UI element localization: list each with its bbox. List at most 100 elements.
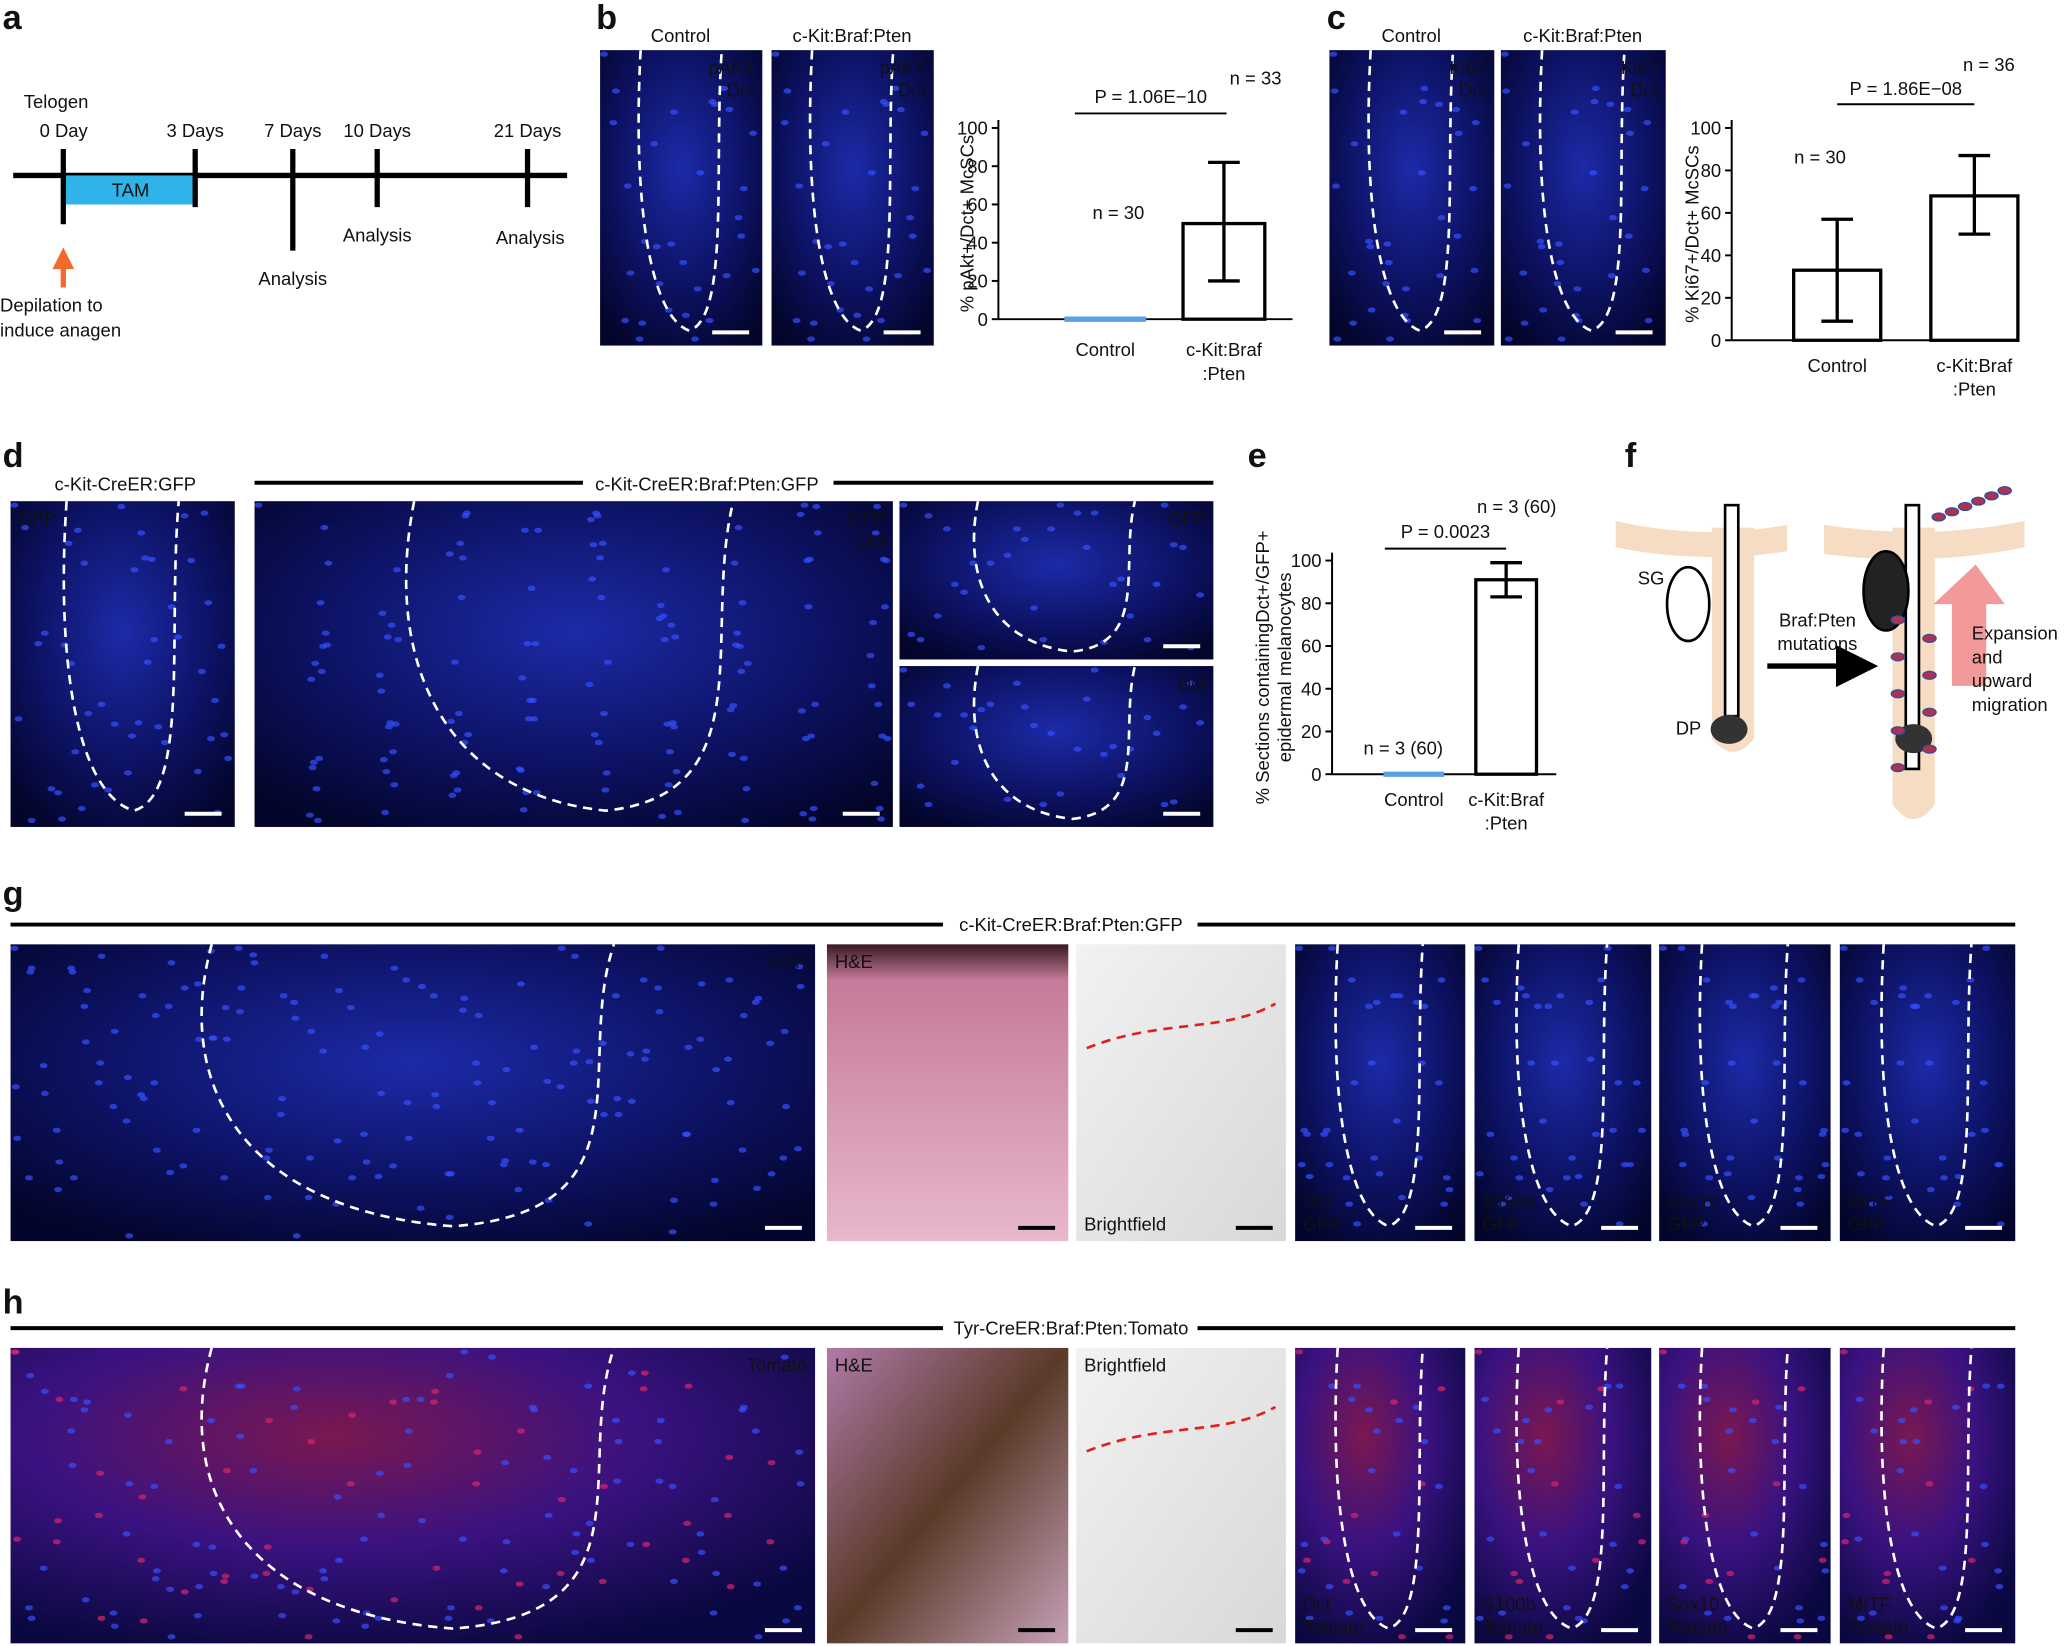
nucleus — [572, 1048, 581, 1054]
nucleus — [710, 1177, 719, 1184]
nucleus — [705, 317, 714, 324]
nucleus — [1350, 1080, 1359, 1086]
nucleus — [383, 634, 392, 640]
nucleus — [1039, 637, 1048, 643]
nucleus — [739, 755, 748, 762]
nucleus — [123, 1074, 132, 1081]
nucleus — [1539, 1118, 1548, 1124]
nucleus — [654, 985, 663, 991]
nucleus — [1117, 576, 1126, 582]
nucleus — [193, 1613, 202, 1619]
nucleus — [924, 801, 933, 808]
nucleus — [826, 280, 835, 287]
image-title: c-Kit:Braf:Pten — [1523, 25, 1642, 46]
micrograph — [1329, 50, 1495, 346]
nucleus — [679, 259, 688, 266]
nucleus — [1727, 1060, 1736, 1066]
nucleus — [292, 1386, 301, 1392]
nucleus — [1659, 1349, 1668, 1355]
nucleus — [1747, 1634, 1756, 1640]
nucleus — [933, 613, 942, 619]
melanocyte — [1984, 491, 1999, 501]
y-axis-label: % Ki67+/Dct+ McSCs — [1682, 145, 1703, 322]
nucleus — [696, 1531, 705, 1537]
nucleus — [84, 710, 93, 717]
nucleus — [152, 1147, 161, 1153]
image-title: Control — [651, 25, 711, 46]
nucleus — [447, 1605, 456, 1611]
nucleus — [307, 1438, 316, 1445]
nucleus — [81, 1597, 90, 1603]
nucleus — [1047, 730, 1056, 736]
nucleus — [600, 1483, 609, 1490]
nucleus — [1347, 977, 1356, 983]
nucleus — [1474, 1349, 1483, 1355]
nucleus — [1039, 801, 1048, 808]
nucleus — [697, 981, 706, 987]
nucleus — [821, 141, 830, 147]
nucleus — [1995, 1161, 2004, 1168]
nucleus — [1677, 945, 1686, 951]
nucleus — [1883, 1570, 1892, 1577]
nucleus — [1504, 336, 1513, 342]
nucleus — [960, 712, 969, 718]
nucleus — [1347, 270, 1356, 276]
stain-label: MITF — [1848, 1593, 1891, 1614]
nucleus — [1798, 1483, 1807, 1490]
nucleus — [933, 712, 942, 718]
nucleus — [600, 1111, 609, 1118]
nucleus — [1498, 1201, 1507, 1207]
nucleus — [824, 244, 833, 250]
nucleus — [254, 502, 263, 508]
stain-label: GFP — [18, 508, 56, 529]
nucleus — [1420, 85, 1429, 92]
nucleus — [528, 1159, 537, 1165]
nucleus — [1911, 1531, 1919, 1537]
nucleus — [1925, 1060, 1934, 1066]
nucleus — [26, 969, 35, 975]
nucleus — [167, 1634, 176, 1640]
nucleus — [501, 1157, 510, 1164]
nucleus — [1056, 502, 1065, 508]
nucleus — [1855, 977, 1864, 983]
nucleus — [319, 1048, 328, 1054]
nucleus — [517, 1428, 525, 1434]
nucleus — [660, 637, 669, 643]
nucleus — [68, 1462, 77, 1468]
nucleus — [305, 812, 314, 818]
nucleus — [221, 1005, 230, 1011]
nucleus — [783, 88, 792, 94]
micrograph — [1474, 944, 1652, 1242]
melanocyte — [1890, 726, 1906, 736]
nucleus — [58, 816, 66, 822]
nucleus — [304, 1194, 313, 1201]
nucleus — [877, 317, 885, 324]
nucleus — [1841, 1539, 1850, 1545]
nucleus — [1701, 1080, 1710, 1086]
nucleus — [642, 1048, 651, 1054]
nucleus — [594, 739, 603, 746]
nucleus — [1924, 1399, 1933, 1405]
y-axis-label: % Sections containingDct+/GFP+ — [1252, 530, 1273, 804]
nucleus — [166, 1169, 175, 1176]
nucleus — [110, 1623, 119, 1629]
nucleus — [742, 786, 751, 792]
nucleus — [1589, 170, 1598, 176]
nucleus — [11, 1349, 20, 1355]
nucleus — [217, 643, 226, 649]
nucleus — [894, 273, 903, 279]
nucleus — [1912, 1003, 1921, 1009]
nucleus — [1580, 1201, 1588, 1207]
nucleus — [321, 630, 330, 636]
nucleus — [875, 805, 884, 812]
nucleus — [69, 1396, 78, 1402]
nucleus — [1626, 130, 1635, 136]
nucleus — [1342, 1175, 1351, 1181]
nucleus — [1818, 1131, 1827, 1137]
nucleus — [445, 1214, 454, 1220]
nucleus — [96, 1470, 105, 1476]
image-title: Control — [1381, 25, 1441, 46]
nucleus — [1620, 1583, 1629, 1590]
nucleus — [663, 721, 672, 727]
nucleus — [141, 555, 150, 561]
